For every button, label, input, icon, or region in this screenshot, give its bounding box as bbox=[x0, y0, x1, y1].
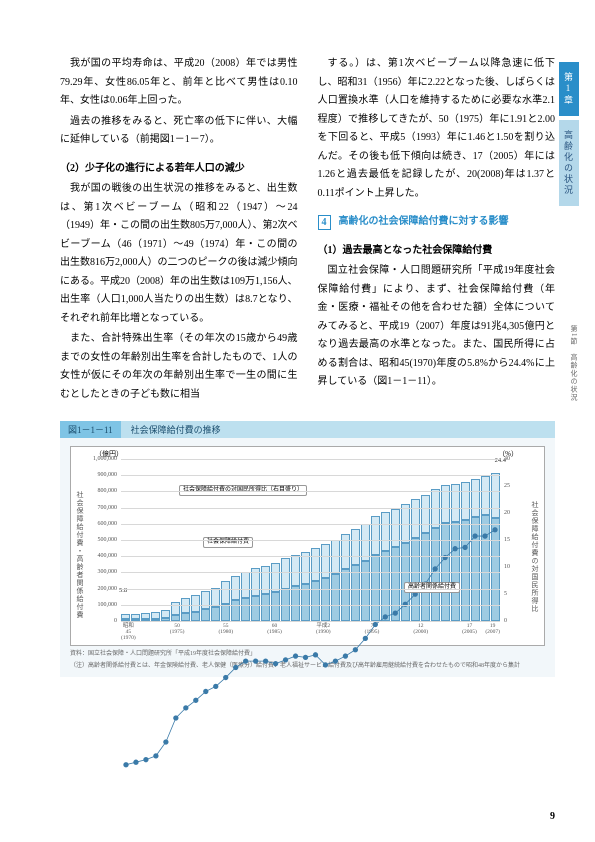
xtick: 55(1980) bbox=[218, 623, 233, 641]
ytick-left: 1,000,000 bbox=[91, 456, 117, 462]
section-side-label: 第1節 高齢化の状況 bbox=[561, 325, 579, 402]
chapter-tab-1: 第1章 bbox=[559, 62, 579, 116]
xtick bbox=[339, 623, 348, 641]
xtick bbox=[136, 623, 145, 641]
xtick bbox=[290, 623, 299, 641]
xtick bbox=[299, 623, 308, 641]
xtick bbox=[144, 623, 153, 641]
ytick-left: 400,000 bbox=[91, 553, 117, 559]
ytick-left: 900,000 bbox=[91, 472, 117, 478]
ytick-left: 500,000 bbox=[91, 537, 117, 543]
xtick bbox=[161, 623, 170, 641]
xtick: 60(1985) bbox=[267, 623, 282, 641]
y-left-axis-label: 社会保障給付費・高齢者関係給付費 bbox=[75, 491, 85, 619]
body-columns: 我が国の平均寿命は、平成20（2008）年では男性79.29年、女性86.05年… bbox=[60, 55, 555, 406]
ytick-right: 5 bbox=[504, 591, 520, 597]
xtick bbox=[282, 623, 291, 641]
paragraph: する。）は、第1次ベビーブーム以降急速に低下し、昭和31（1956）年に2.22… bbox=[318, 55, 556, 203]
subheading: （1）過去最高となった社会保障給付費 bbox=[318, 242, 556, 261]
ytick-right: 20 bbox=[504, 510, 520, 516]
xtick bbox=[428, 623, 437, 641]
xtick: 50(1975) bbox=[170, 623, 185, 641]
paragraph: 国立社会保障・人口問題研究所「平成19年度社会保障給付費」により、まず、社会保障… bbox=[318, 262, 556, 392]
plot-area: 社会保障給付費の対国民所得比（右目盛り） 社会保障給付費 高齢者関係給付費 5.… bbox=[121, 459, 500, 621]
figure-body: （億円） （%） 社会保障給付費・高齢者関係給付費 社会保障給付費の対国民所得比… bbox=[60, 438, 555, 677]
xtick bbox=[379, 623, 388, 641]
x-axis: 昭和45(1970) 50(1975) 55(1980) 60(1985) 平成… bbox=[121, 623, 500, 641]
figure-header: 図1－1－11 社会保障給付費の推移 bbox=[60, 421, 555, 438]
xtick: 19(2007) bbox=[485, 623, 500, 641]
chapter-tab-2: 高齢化の状況 bbox=[559, 120, 579, 206]
xtick bbox=[201, 623, 210, 641]
ytick-right: 15 bbox=[504, 537, 520, 543]
figure-note: （注）高齢者関係給付費とは、年金保険給付費、老人保健（医療分）給付費、老人福祉サ… bbox=[70, 662, 545, 670]
page-number: 9 bbox=[550, 811, 555, 822]
xtick bbox=[242, 623, 251, 641]
xtick: 昭和45(1970) bbox=[121, 623, 136, 641]
section-number: 4 bbox=[318, 215, 331, 230]
ytick-left: 200,000 bbox=[91, 586, 117, 592]
page: 第1章 高齢化の状況 第1節 高齢化の状況 我が国の平均寿命は、平成20（200… bbox=[0, 0, 595, 842]
paragraph: 我が国の戦後の出生状況の推移をみると、出生数は、第1次ベビーブーム（昭和22（1… bbox=[60, 180, 298, 328]
ytick-right: 25 bbox=[504, 483, 520, 489]
ytick-right: 30 bbox=[504, 456, 520, 462]
xtick bbox=[307, 623, 316, 641]
xtick: 平成2(1990) bbox=[316, 623, 331, 641]
figure-number: 図1－1－11 bbox=[60, 421, 121, 438]
xtick bbox=[356, 623, 365, 641]
figure: 図1－1－11 社会保障給付費の推移 （億円） （%） 社会保障給付費・高齢者関… bbox=[60, 421, 555, 677]
left-column: 我が国の平均寿命は、平成20（2008）年では男性79.29年、女性86.05年… bbox=[60, 55, 298, 406]
paragraph: 我が国の平均寿命は、平成20（2008）年では男性79.29年、女性86.05年… bbox=[60, 55, 298, 111]
xtick bbox=[193, 623, 202, 641]
xtick bbox=[233, 623, 242, 641]
xtick bbox=[331, 623, 340, 641]
ytick-left: 100,000 bbox=[91, 602, 117, 608]
xtick bbox=[437, 623, 446, 641]
ytick-left: 800,000 bbox=[91, 488, 117, 494]
xtick bbox=[259, 623, 268, 641]
xtick: 17(2005) bbox=[462, 623, 477, 641]
paragraph: また、合計特殊出生率（その年次の15歳から49歳までの女性の年齢別出生率を合計し… bbox=[60, 330, 298, 404]
xtick: 12(2000) bbox=[413, 623, 428, 641]
xtick bbox=[396, 623, 405, 641]
chapter-tabs: 第1章 高齢化の状況 bbox=[559, 62, 579, 210]
chart-plot: （億円） （%） 社会保障給付費・高齢者関係給付費 社会保障給付費の対国民所得比… bbox=[70, 446, 545, 646]
xtick bbox=[388, 623, 397, 641]
xtick bbox=[348, 623, 357, 641]
xtick bbox=[477, 623, 486, 641]
ytick-left: 700,000 bbox=[91, 505, 117, 511]
xtick: 7(1995) bbox=[365, 623, 380, 641]
subheading: （2）少子化の進行による若年人口の減少 bbox=[60, 160, 298, 179]
xtick bbox=[210, 623, 219, 641]
ytick-left: 300,000 bbox=[91, 569, 117, 575]
figure-title: 社会保障給付費の推移 bbox=[121, 421, 555, 438]
callout-elderly: 高齢者関係給付費 bbox=[404, 582, 460, 593]
xtick bbox=[153, 623, 162, 641]
xtick bbox=[184, 623, 193, 641]
figure-source: 資料：国立社会保障・人口問題研究所「平成19年度社会保障給付費」 bbox=[70, 650, 545, 658]
y-right-axis-label: 社会保障給付費の対国民所得比 bbox=[530, 501, 540, 613]
xtick bbox=[445, 623, 454, 641]
ytick-right: 10 bbox=[504, 564, 520, 570]
right-column: する。）は、第1次ベビーブーム以降急速に低下し、昭和31（1956）年に2.22… bbox=[318, 55, 556, 406]
section-heading: 4 高齢化の社会保障給付費に対する影響 bbox=[318, 213, 556, 232]
xtick bbox=[454, 623, 463, 641]
section-title: 高齢化の社会保障給付費に対する影響 bbox=[339, 213, 509, 232]
ytick-left: 0 bbox=[91, 618, 117, 624]
ytick-left: 600,000 bbox=[91, 521, 117, 527]
xtick bbox=[405, 623, 414, 641]
ytick-right: 0 bbox=[504, 618, 520, 624]
paragraph: 過去の推移をみると、死亡率の低下に伴い、大幅に延伸している（前掲図1－1－7）。 bbox=[60, 113, 298, 150]
callout-total: 社会保障給付費 bbox=[203, 537, 253, 548]
xtick bbox=[250, 623, 259, 641]
